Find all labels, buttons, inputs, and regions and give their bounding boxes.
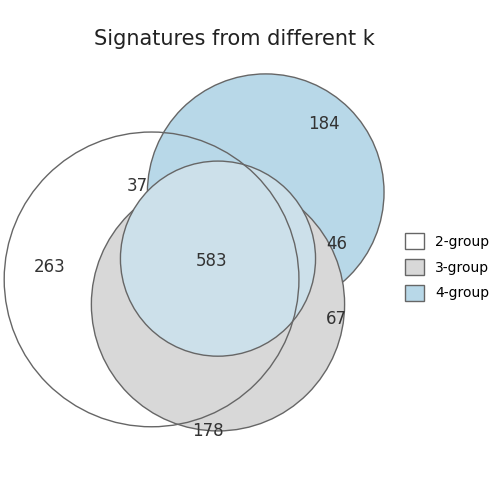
Circle shape	[91, 178, 345, 431]
Text: 583: 583	[196, 251, 228, 270]
Text: 178: 178	[192, 422, 223, 440]
Title: Signatures from different k: Signatures from different k	[94, 30, 375, 49]
Text: 37: 37	[127, 177, 148, 195]
Text: 184: 184	[308, 115, 340, 133]
Text: 46: 46	[326, 235, 347, 253]
Text: 263: 263	[34, 258, 66, 276]
Circle shape	[120, 161, 316, 356]
Text: 67: 67	[326, 310, 347, 328]
Legend: 2-group, 3-group, 4-group: 2-group, 3-group, 4-group	[399, 228, 495, 306]
Circle shape	[147, 74, 384, 310]
